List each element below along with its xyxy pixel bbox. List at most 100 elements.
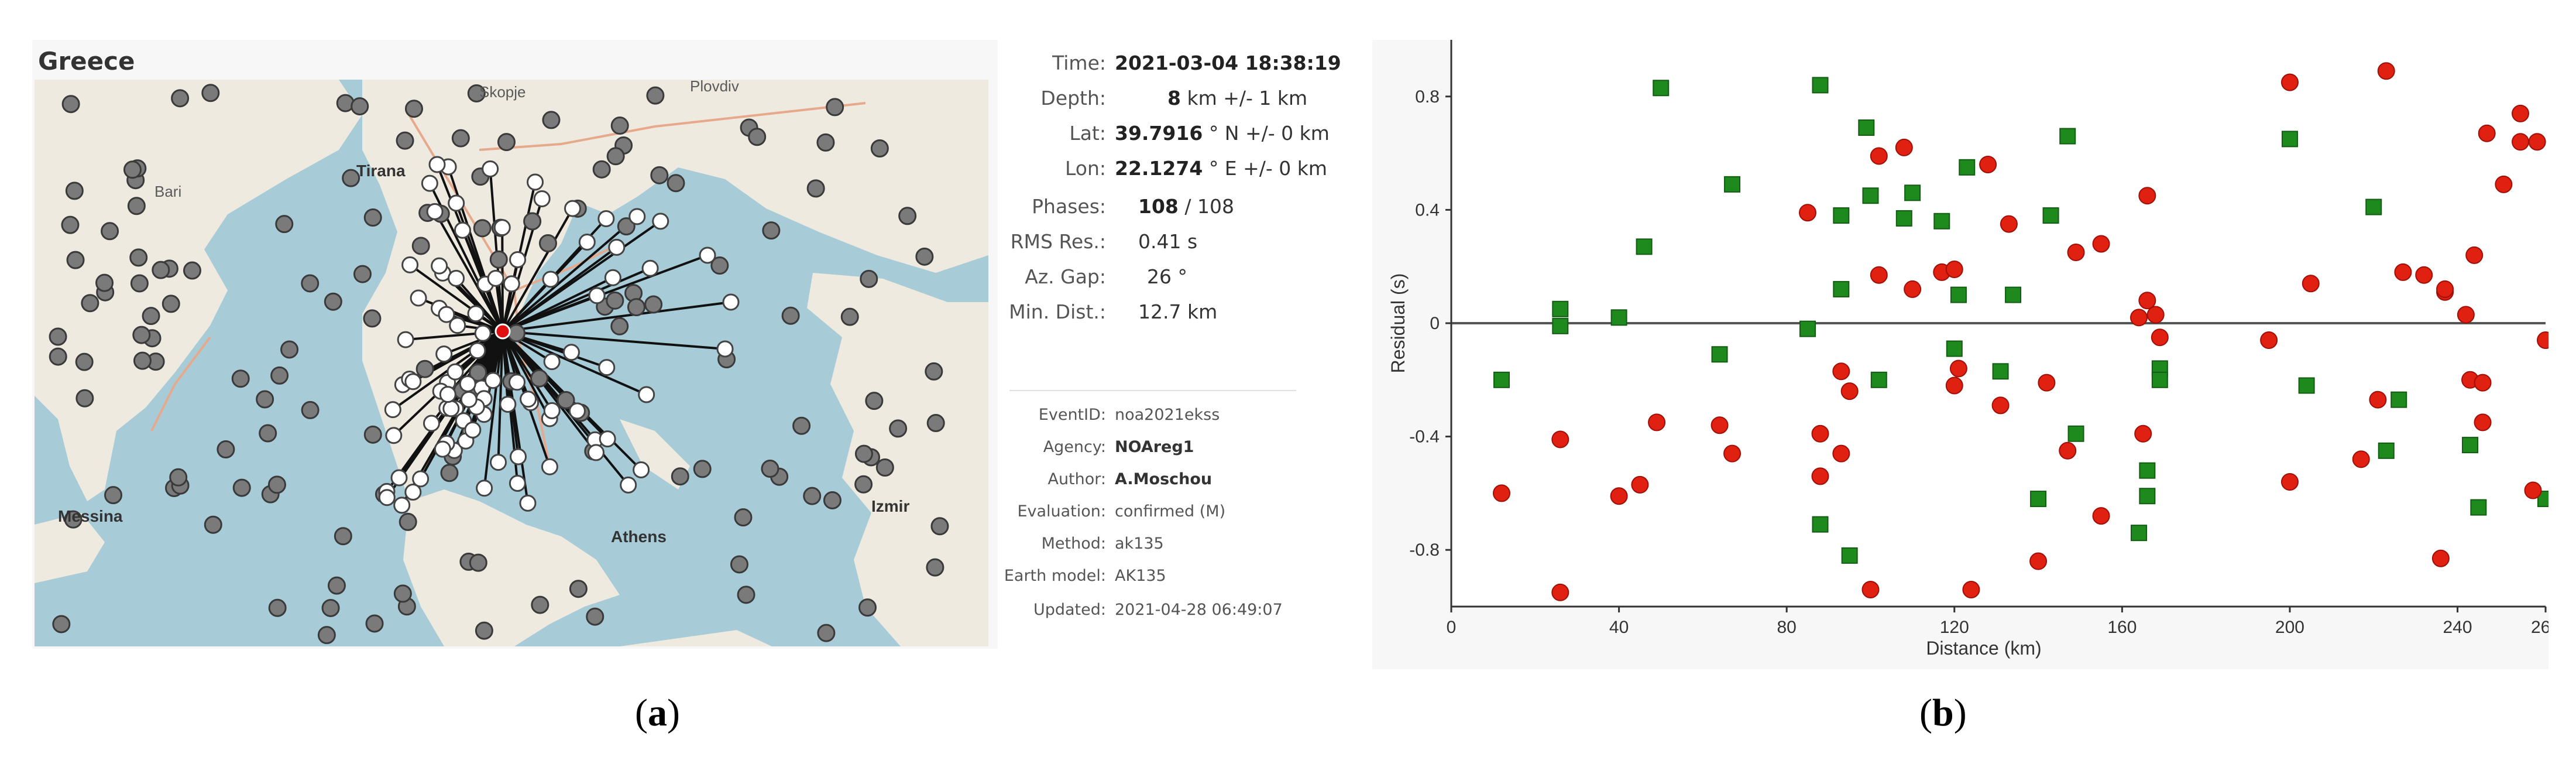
map-canvas: Skopje Plovdiv Tirana Bari Messina Izmir…: [35, 80, 988, 646]
residual-point-circle: [2431, 549, 2450, 567]
station-unused-marker: [363, 208, 382, 227]
residual-chart: 0 40 80 120 160 200 240 261 0.8 0.4 0 -0.4 -0.8 Resi…: [1387, 40, 2548, 659]
station-used-marker: [446, 363, 464, 381]
station-unused-marker: [49, 327, 67, 346]
residual-point-circle: [1870, 147, 1888, 165]
station-unused-marker: [317, 626, 336, 645]
station-unused-marker: [123, 160, 142, 179]
station-unused-marker: [530, 369, 549, 388]
map-label-bari: Bari: [154, 183, 181, 200]
station-unused-marker: [930, 517, 949, 536]
station-unused-marker: [860, 269, 878, 288]
station-unused-marker: [710, 256, 729, 275]
residual-point-circle: [2512, 104, 2530, 122]
station-unused-marker: [415, 359, 434, 378]
station-unused-marker: [201, 84, 220, 102]
epicenter-marker: [494, 323, 511, 340]
station-unused-marker: [762, 221, 781, 240]
station-unused-marker: [130, 274, 149, 293]
station-unused-marker: [693, 460, 712, 478]
station-map[interactable]: Skopje Plovdiv Tirana Bari Messina Izmir…: [35, 80, 988, 646]
info-agency: Agency: NOAreg1: [1043, 438, 1194, 456]
y-tick-label: -0.8: [1409, 540, 1440, 560]
station-used-marker: [489, 454, 507, 471]
station-used-marker: [378, 489, 396, 506]
station-unused-marker: [268, 598, 287, 617]
caption-b: (b): [1919, 691, 1967, 734]
info-depth: Depth: 8 km +/- 1 km: [1040, 87, 1308, 109]
station-used-marker: [722, 293, 740, 311]
station-unused-marker: [889, 419, 908, 438]
residual-point-circle: [2528, 133, 2546, 151]
station-unused-marker: [81, 294, 99, 313]
station-used-marker: [587, 444, 604, 461]
station-used-marker: [641, 259, 659, 277]
station-unused-marker: [840, 307, 859, 326]
station-unused-marker: [65, 182, 84, 200]
info-azgap: Az. Gap: 26 °: [1025, 265, 1187, 288]
residual-point-square: [2390, 391, 2407, 408]
station-used-marker: [599, 430, 616, 448]
residual-point-circle: [1840, 382, 1859, 400]
station-used-marker: [434, 440, 451, 458]
station-unused-marker: [823, 491, 842, 509]
station-used-marker: [578, 234, 596, 251]
station-used-marker: [410, 289, 427, 307]
station-unused-marker: [592, 160, 611, 179]
residual-point-square: [1799, 320, 1816, 337]
station-used-marker: [509, 251, 527, 268]
station-used-marker: [393, 497, 411, 514]
station-unused-marker: [363, 309, 382, 328]
station-used-marker: [485, 372, 502, 389]
residual-point-circle: [2280, 473, 2299, 491]
residual-chart-panel: 0 40 80 120 160 200 240 261 0.8 0.4 0 -0.4 -0.8 Resi…: [1372, 40, 2548, 669]
ray-path: [489, 169, 504, 332]
map-label-plovdiv: Plovdiv: [690, 80, 739, 95]
residual-point-square: [1950, 286, 1967, 303]
station-unused-marker: [275, 215, 294, 234]
station-used-marker: [562, 344, 580, 361]
station-unused-marker: [610, 117, 629, 135]
station-used-marker: [384, 401, 401, 419]
station-used-marker: [454, 221, 472, 239]
station-unused-marker: [854, 444, 873, 463]
station-used-marker: [542, 270, 559, 288]
station-unused-marker: [75, 352, 94, 371]
station-used-marker: [438, 306, 455, 323]
residual-point-circle: [1551, 430, 1569, 448]
station-unused-marker: [334, 527, 352, 546]
map-label-izmir: Izmir: [871, 497, 909, 515]
station-used-marker: [404, 373, 422, 391]
station-unused-marker: [817, 624, 836, 642]
station-used-marker: [510, 448, 527, 465]
x-tick-label: 160: [2107, 618, 2137, 637]
station-used-marker: [476, 480, 493, 497]
station-unused-marker: [256, 390, 274, 409]
info-phases: Phases: 108 / 108: [1032, 195, 1234, 218]
station-unused-marker: [865, 392, 884, 410]
station-unused-marker: [101, 222, 119, 241]
residual-point-circle: [2260, 331, 2278, 350]
station-unused-marker: [61, 215, 80, 234]
station-used-marker: [597, 210, 615, 227]
station-unused-marker: [854, 475, 873, 494]
station-unused-marker: [396, 131, 414, 150]
info-evaluation: Evaluation: confirmed (M): [1017, 502, 1226, 521]
residual-point-square: [2042, 207, 2059, 224]
station-unused-marker: [321, 598, 340, 617]
residual-point-square: [1724, 176, 1741, 193]
station-unused-marker: [586, 607, 604, 626]
residual-point-circle: [2457, 306, 2475, 324]
residual-point-circle: [2415, 266, 2433, 284]
station-unused-marker: [806, 179, 825, 198]
station-used-marker: [487, 269, 504, 287]
station-unused-marker: [270, 366, 289, 385]
station-used-marker: [428, 156, 446, 173]
info-lon: Lon: 22.1274 ° E +/- 0 km: [1064, 157, 1328, 180]
station-used-marker: [533, 190, 551, 207]
station-used-marker: [620, 476, 637, 494]
residual-point-circle: [1962, 580, 1980, 598]
residual-point-square: [1933, 213, 1950, 230]
station-unused-marker: [489, 250, 508, 269]
station-unused-marker: [925, 362, 943, 381]
